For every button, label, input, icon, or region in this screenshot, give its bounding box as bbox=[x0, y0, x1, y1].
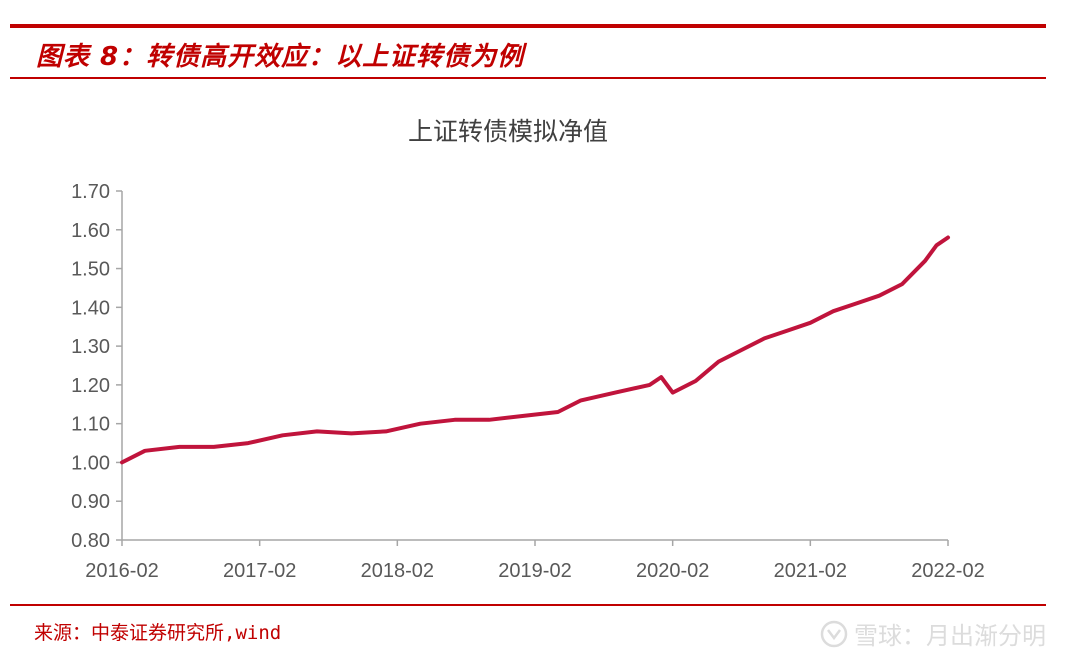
y-tick-label: 0.90 bbox=[71, 491, 110, 513]
x-tick-label: 2017-02 bbox=[223, 560, 296, 582]
x-tick-label: 2021-02 bbox=[774, 560, 847, 582]
y-tick-label: 1.10 bbox=[71, 414, 110, 436]
y-tick-label: 1.30 bbox=[71, 336, 110, 358]
y-tick-label: 0.80 bbox=[71, 530, 110, 552]
figure-title: 图表 8：转债高开效应：以上证转债为例 bbox=[36, 42, 525, 72]
y-tick-label: 1.00 bbox=[71, 452, 110, 474]
y-tick-label: 1.50 bbox=[71, 259, 110, 281]
source-note: 来源：中泰证券研究所,wind bbox=[34, 622, 282, 644]
chart-title: 上证转债模拟净值 bbox=[407, 117, 608, 146]
watermark-text: 雪球：月出渐分明 bbox=[854, 622, 1046, 650]
header-top-rule bbox=[10, 24, 1046, 28]
footer-rule bbox=[10, 604, 1046, 606]
header-bottom-rule bbox=[10, 77, 1046, 79]
y-tick-label: 1.40 bbox=[71, 297, 110, 319]
y-tick-label: 1.70 bbox=[71, 181, 110, 203]
series-line bbox=[120, 235, 950, 465]
x-tick-label: 2019-02 bbox=[498, 560, 571, 582]
x-tick-label: 2018-02 bbox=[361, 560, 434, 582]
y-tick-label: 1.20 bbox=[71, 375, 110, 397]
x-tick-label: 2016-02 bbox=[85, 560, 158, 582]
x-tick-label: 2022-02 bbox=[911, 560, 984, 582]
snowball-logo-icon bbox=[820, 620, 848, 647]
x-tick-label: 2020-02 bbox=[636, 560, 709, 582]
y-tick-label: 1.60 bbox=[71, 220, 110, 242]
watermark: 雪球：月出渐分明 bbox=[820, 616, 1046, 651]
